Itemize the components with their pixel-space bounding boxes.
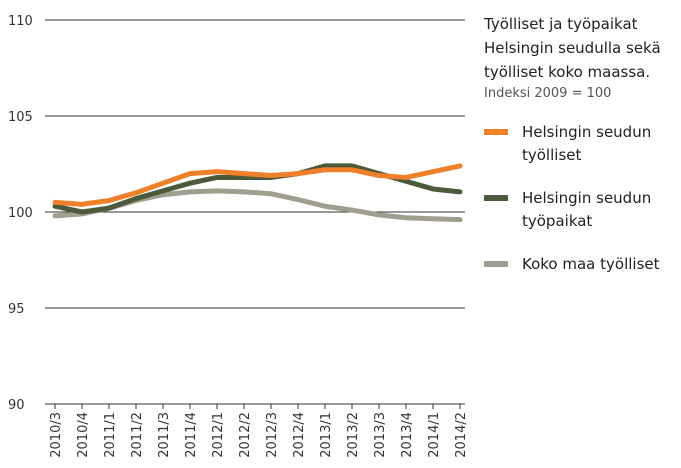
x-tick-label: 2012/2	[238, 412, 253, 458]
legend-swatch	[484, 261, 508, 267]
y-tick-label: 105	[8, 110, 33, 125]
legend-label: Helsingin seudun työlliset	[522, 123, 652, 164]
y-tick-label: 90	[8, 398, 25, 413]
legend-item: Helsingin seudun työlliset	[484, 121, 674, 167]
x-tick-label: 2013/1	[319, 412, 334, 458]
x-tick-label: 2012/3	[265, 412, 280, 458]
x-tick-label: 2010/3	[49, 412, 64, 458]
x-tick-label: 2011/1	[103, 412, 118, 458]
x-tick-label: 2012/1	[211, 412, 226, 458]
x-tick-label: 2011/4	[184, 412, 199, 458]
chart-title: Työlliset ja työpaikat Helsingin seudull…	[484, 15, 661, 81]
y-tick-label: 110	[8, 14, 33, 29]
x-tick-label: 2011/2	[130, 412, 145, 458]
x-tick-label: 2014/2	[454, 412, 469, 458]
legend-label: Koko maa työlliset	[522, 255, 660, 273]
x-tick-label: 2014/1	[427, 412, 442, 458]
legend: Helsingin seudun työlliset Helsingin seud…	[484, 121, 674, 276]
x-tick-label: 2011/3	[157, 412, 172, 458]
legend-swatch	[484, 129, 508, 135]
y-tick-label: 100	[8, 206, 33, 221]
x-tick-label: 2012/4	[292, 412, 307, 458]
legend-item: Helsingin seudun työpaikat	[484, 187, 674, 233]
x-tick-label: 2010/4	[76, 412, 91, 458]
legend-item: Koko maa työlliset	[484, 253, 674, 276]
x-tick-label: 2013/3	[373, 412, 388, 458]
legend-swatch	[484, 195, 508, 201]
x-tick-label: 2013/2	[346, 412, 361, 458]
chart-subtitle: Indeksi 2009 = 100	[484, 86, 612, 101]
y-tick-label: 95	[8, 302, 25, 317]
legend-label: Helsingin seudun työpaikat	[522, 189, 652, 230]
x-tick-label: 2013/4	[400, 412, 415, 458]
series-line	[52, 163, 463, 207]
legend-panel: Työlliset ja työpaikat Helsingin seudull…	[484, 12, 674, 276]
